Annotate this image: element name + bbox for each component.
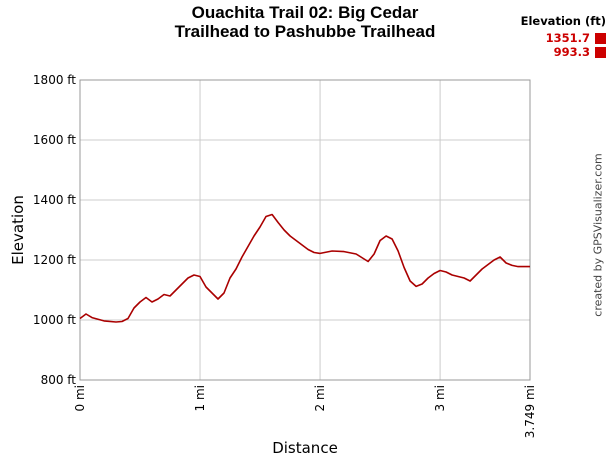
legend-entry-min-label: 993.3 [553, 45, 590, 59]
y-tick-label: 1000 ft [33, 313, 76, 327]
legend-swatch-max [595, 32, 606, 44]
y-axis-label: Elevation [9, 195, 27, 265]
chart-title-line-1: Ouachita Trail 02: Big Cedar [191, 3, 419, 22]
legend-swatch-min [595, 46, 606, 58]
elevation-series-line [79, 213, 530, 323]
grid [80, 79, 530, 381]
legend-entry-min: 993.3 [521, 45, 606, 59]
y-tick-label: 1600 ft [33, 133, 76, 147]
legend-entry-max: 1351.7 [521, 31, 606, 45]
x-axis-ticks: 0 mi 1 mi 2 mi 3 mi 3.749 mi [73, 385, 537, 438]
x-tick-label: 3.749 mi [523, 385, 537, 438]
chart-title-line-2: Trailhead to Pashubbe Trailhead [174, 22, 436, 41]
x-tick-label: 2 mi [313, 385, 327, 411]
legend-title: Elevation (ft) [520, 14, 606, 28]
chart-title: Ouachita Trail 02: Big Cedar Trailhead t… [100, 3, 510, 41]
legend-entry-max-label: 1351.7 [545, 31, 590, 45]
plot-frame [79, 79, 531, 381]
x-tick-label: 3 mi [433, 385, 447, 411]
y-tick-label: 1200 ft [33, 253, 76, 267]
x-tick-label: 0 mi [73, 385, 87, 411]
y-tick-label: 1800 ft [33, 73, 76, 87]
x-axis-label: Distance [272, 439, 338, 457]
legend: Elevation (ft) 1351.7 993.3 [521, 14, 606, 59]
y-axis-ticks: 800 ft 1000 ft 1200 ft 1400 ft 1600 ft 1800 f… [33, 73, 76, 387]
y-tick-label: 1400 ft [33, 193, 76, 207]
x-tick-label: 1 mi [193, 385, 207, 411]
y-tick-label: 800 ft [41, 373, 77, 387]
